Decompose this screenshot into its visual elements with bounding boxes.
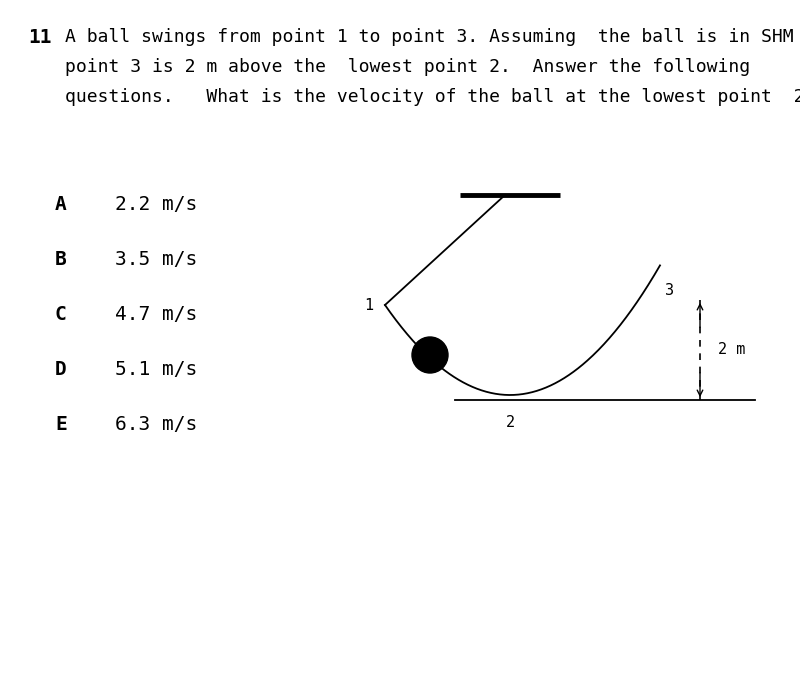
Circle shape	[412, 337, 448, 373]
Text: 5.1 m/s: 5.1 m/s	[115, 360, 198, 379]
Text: D: D	[55, 360, 66, 379]
Text: point 3 is 2 m above the  lowest point 2.  Answer the following: point 3 is 2 m above the lowest point 2.…	[65, 58, 750, 76]
Text: 2 m: 2 m	[718, 343, 746, 358]
Text: 4.7 m/s: 4.7 m/s	[115, 305, 198, 324]
Text: 2: 2	[506, 415, 514, 430]
Text: 6.3 m/s: 6.3 m/s	[115, 415, 198, 434]
Text: 1: 1	[364, 298, 373, 313]
Text: questions.   What is the velocity of the ball at the lowest point  2?: questions. What is the velocity of the b…	[65, 88, 800, 106]
Text: 11: 11	[28, 28, 51, 47]
Text: C: C	[55, 305, 66, 324]
Text: A: A	[55, 195, 66, 214]
Text: B: B	[55, 250, 66, 269]
Text: E: E	[55, 415, 66, 434]
Text: 2.2 m/s: 2.2 m/s	[115, 195, 198, 214]
Text: 3: 3	[665, 283, 674, 298]
Text: A ball swings from point 1 to point 3. Assuming  the ball is in SHM and: A ball swings from point 1 to point 3. A…	[65, 28, 800, 46]
Text: 3.5 m/s: 3.5 m/s	[115, 250, 198, 269]
